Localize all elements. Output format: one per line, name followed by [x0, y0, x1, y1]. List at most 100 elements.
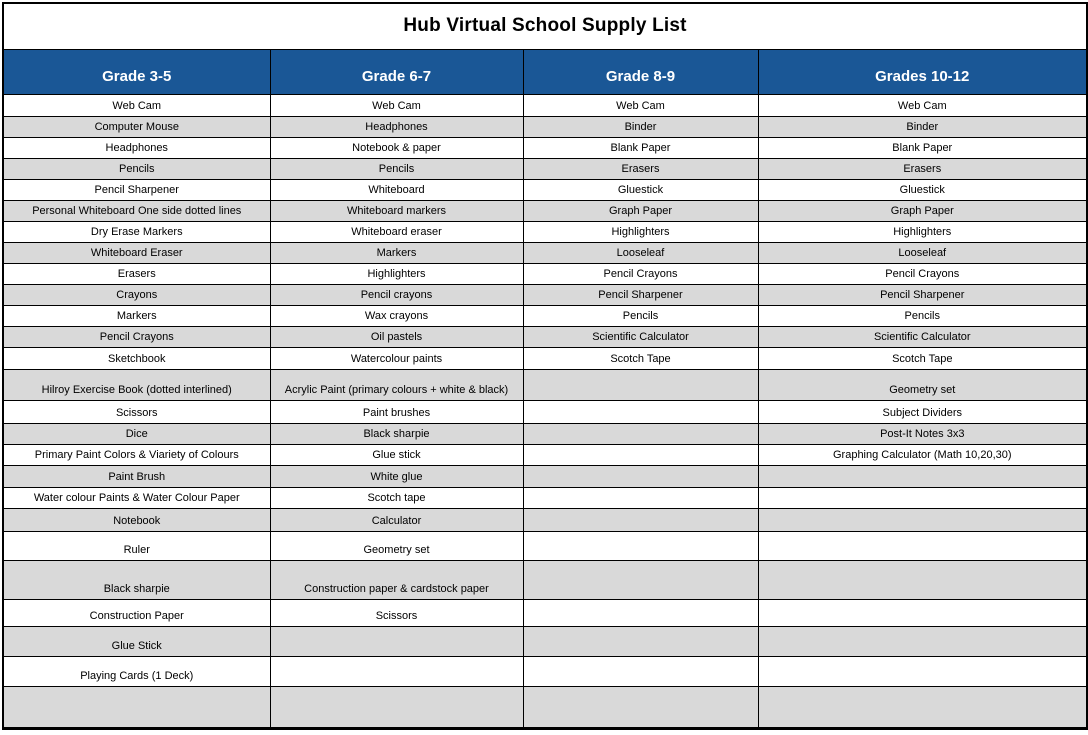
supply-item-cell: Pencils	[757, 304, 1088, 327]
table-row: Dice Black sharpie Post-It Notes 3x3	[2, 422, 1088, 445]
table-row: Scissors Paint brushes Subject Dividers	[2, 399, 1088, 424]
supply-item-cell: Paint brushes	[269, 399, 524, 424]
supply-item-cell	[757, 598, 1088, 627]
grade-column-header: Grades 10-12	[757, 48, 1088, 95]
table-row: Notebook Calculator	[2, 507, 1088, 532]
supply-item-cell: Ruler	[2, 530, 271, 561]
table-row	[2, 685, 1088, 729]
supply-item-cell: Scissors	[269, 598, 524, 627]
supply-item-cell: Geometry set	[269, 530, 524, 561]
supply-item-cell: Blank Paper	[757, 136, 1088, 159]
supply-item-cell: Pencil Sharpener	[522, 283, 759, 306]
supply-item-cell	[522, 443, 759, 466]
supply-item-cell: Black sharpie	[269, 422, 524, 445]
supply-item-cell: Black sharpie	[2, 559, 271, 600]
table-row: Whiteboard Eraser Markers Looseleaf Loosele…	[2, 241, 1088, 264]
supply-item-cell	[269, 655, 524, 687]
supply-item-cell: Gluestick	[522, 178, 759, 201]
supply-item-cell	[757, 507, 1088, 532]
supply-item-cell: Pencils	[269, 157, 524, 180]
grade-header-row: Grade 3-5 Grade 6-7 Grade 8-9 Grades 10-12	[2, 48, 1088, 95]
supply-item-cell	[757, 464, 1088, 488]
supply-item-cell	[522, 685, 759, 729]
supply-item-cell: Looseleaf	[522, 241, 759, 264]
supply-item-cell: Erasers	[757, 157, 1088, 180]
supply-item-cell	[757, 486, 1088, 509]
supply-item-cell: Pencil Crayons	[2, 325, 271, 348]
supply-item-cell: Pencil Sharpener	[757, 283, 1088, 306]
supply-item-cell	[522, 368, 759, 401]
supply-item-cell: Binder	[757, 115, 1088, 138]
supply-item-cell: Graph Paper	[757, 199, 1088, 222]
table-row: Paint Brush White glue	[2, 464, 1088, 488]
supply-item-cell: Notebook	[2, 507, 271, 532]
supply-item-cell	[757, 530, 1088, 561]
supply-item-cell: Pencils	[522, 304, 759, 327]
table-row: Ruler Geometry set	[2, 530, 1088, 561]
supply-item-cell: Geometry set	[757, 368, 1088, 401]
supply-item-cell: Whiteboard eraser	[269, 220, 524, 243]
supply-item-cell: Personal Whiteboard One side dotted line…	[2, 199, 271, 222]
supply-item-cell	[757, 655, 1088, 687]
table-row: Personal Whiteboard One side dotted line…	[2, 199, 1088, 222]
table-row: Pencil Sharpener Whiteboard Gluestick Glues…	[2, 178, 1088, 201]
supply-item-cell: White glue	[269, 464, 524, 488]
supply-item-cell: Highlighters	[757, 220, 1088, 243]
supply-item-cell	[757, 625, 1088, 657]
supply-item-cell: Construction paper & cardstock paper	[269, 559, 524, 600]
grade-column-header: Grade 3-5	[2, 48, 271, 95]
supply-item-cell: Watercolour paints	[269, 346, 524, 370]
supply-item-cell: Glue Stick	[2, 625, 271, 657]
supply-item-cell: Scotch Tape	[757, 346, 1088, 370]
supply-item-cell	[522, 507, 759, 532]
table-row: Sketchbook Watercolour paints Scotch Tape S…	[2, 346, 1088, 370]
table-row: Construction Paper Scissors	[2, 598, 1088, 627]
supply-item-cell: Erasers	[522, 157, 759, 180]
supply-item-cell	[269, 625, 524, 657]
supply-item-cell: Headphones	[2, 136, 271, 159]
supply-item-cell: Primary Paint Colors & Viariety of Colou…	[2, 443, 271, 466]
supply-item-cell: Markers	[269, 241, 524, 264]
supply-item-cell: Web Cam	[522, 93, 759, 117]
supply-item-cell: Web Cam	[2, 93, 271, 117]
supply-item-cell	[522, 530, 759, 561]
supply-item-cell: Pencil Crayons	[522, 262, 759, 285]
supply-item-cell	[757, 559, 1088, 600]
supply-item-cell: Highlighters	[522, 220, 759, 243]
supply-item-cell: Blank Paper	[522, 136, 759, 159]
supply-item-cell	[522, 625, 759, 657]
supply-item-cell: Construction Paper	[2, 598, 271, 627]
supply-item-cell	[522, 464, 759, 488]
supply-item-cell: Subject Dividers	[757, 399, 1088, 424]
grade-column-header: Grade 6-7	[269, 48, 524, 95]
supply-item-cell	[522, 399, 759, 424]
supply-item-cell: Sketchbook	[2, 346, 271, 370]
table-row: Primary Paint Colors & Viariety of Colou…	[2, 443, 1088, 466]
supply-item-cell: Highlighters	[269, 262, 524, 285]
supply-item-cell: Looseleaf	[757, 241, 1088, 264]
supply-item-cell: Acrylic Paint (primary colours + white &…	[269, 368, 524, 401]
supply-item-cell: Graph Paper	[522, 199, 759, 222]
table-row: Markers Wax crayons Pencils Pencils	[2, 304, 1088, 327]
table-body: Web Cam Web Cam Web Cam Web Cam Computer Mou…	[2, 93, 1088, 729]
supply-item-cell: Pencil Sharpener	[2, 178, 271, 201]
supply-item-cell: Headphones	[269, 115, 524, 138]
supply-item-cell: Pencil crayons	[269, 283, 524, 306]
table-row: Pencil Crayons Oil pastels Scientific Calc…	[2, 325, 1088, 348]
page-title: Hub Virtual School Supply List	[2, 2, 1088, 50]
supply-item-cell: Pencil Crayons	[757, 262, 1088, 285]
supply-item-cell: Graphing Calculator (Math 10,20,30)	[757, 443, 1088, 466]
supply-item-cell	[757, 685, 1088, 729]
supply-item-cell: Pencils	[2, 157, 271, 180]
table-row: Dry Erase Markers Whiteboard eraser Highli…	[2, 220, 1088, 243]
table-row: Hilroy Exercise Book (dotted interlined)…	[2, 368, 1088, 401]
supply-item-cell: Paint Brush	[2, 464, 271, 488]
supply-item-cell: Binder	[522, 115, 759, 138]
table-row: Erasers Highlighters Pencil Crayons Pencil …	[2, 262, 1088, 285]
supply-item-cell: Whiteboard	[269, 178, 524, 201]
supply-item-cell: Computer Mouse	[2, 115, 271, 138]
supply-item-cell: Calculator	[269, 507, 524, 532]
supply-item-cell	[522, 422, 759, 445]
supply-item-cell: Scientific Calculator	[757, 325, 1088, 348]
